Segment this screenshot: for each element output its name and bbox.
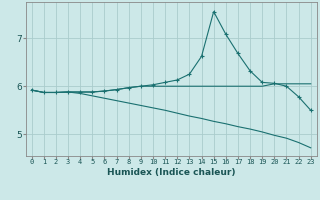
X-axis label: Humidex (Indice chaleur): Humidex (Indice chaleur) [107,168,236,177]
